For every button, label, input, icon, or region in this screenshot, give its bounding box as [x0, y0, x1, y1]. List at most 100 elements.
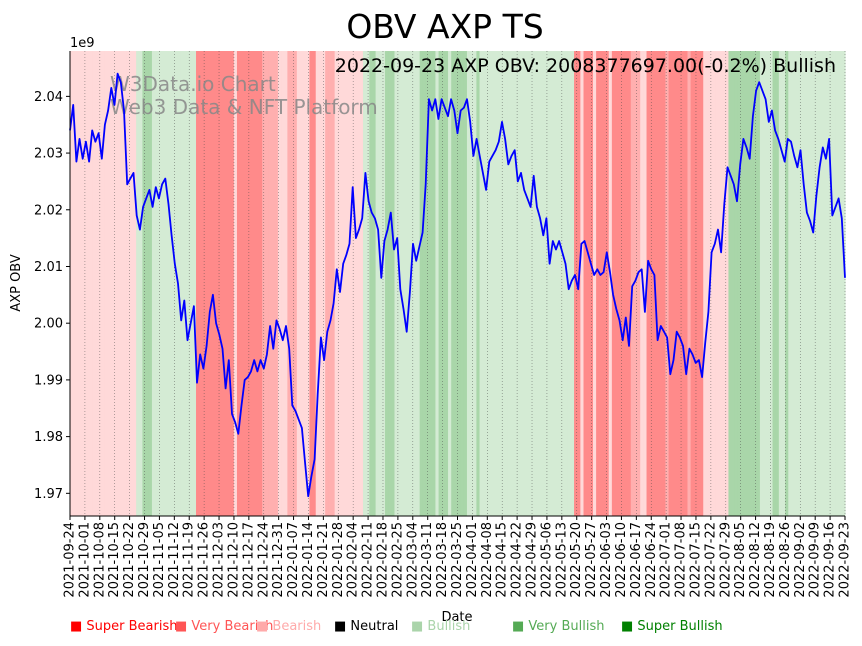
regime-band — [107, 51, 112, 516]
x-tick-label: 2021-10-15 — [107, 522, 122, 598]
x-tick-label: 2022-01-07 — [286, 522, 301, 598]
regime-band — [296, 51, 301, 516]
regime-band — [155, 51, 159, 516]
regime-band — [281, 51, 285, 516]
regime-band — [413, 51, 418, 516]
regime-band — [485, 51, 490, 516]
regime-band — [602, 51, 607, 516]
regime-band — [744, 51, 748, 516]
y-tick-label: 2.04 — [34, 90, 63, 105]
regime-band — [514, 51, 518, 516]
regime-band — [262, 51, 266, 516]
legend-item: ■ Super Bullish — [621, 619, 723, 634]
regime-band — [473, 51, 478, 516]
regime-band — [561, 51, 566, 516]
legend-item: ■ Very Bullish — [512, 619, 605, 634]
x-tick-label: 2021-12-03 — [212, 522, 227, 598]
regime-band — [227, 51, 232, 516]
regime-band — [366, 51, 370, 516]
regime-band — [394, 51, 399, 516]
regime-band — [545, 51, 550, 516]
regime-band — [429, 51, 433, 516]
x-tick-label: 2022-06-03 — [599, 522, 614, 598]
regime-band — [592, 51, 597, 516]
x-tick-label: 2022-02-04 — [346, 522, 361, 598]
regime-band — [659, 51, 663, 516]
regime-band — [706, 51, 711, 516]
regime-band — [114, 51, 118, 516]
regime-band — [133, 51, 137, 516]
x-tick-label: 2022-06-17 — [629, 522, 644, 598]
regime-band — [819, 51, 824, 516]
regime-band — [425, 51, 430, 516]
regime-band — [170, 51, 175, 516]
regime-band — [797, 51, 802, 516]
regime-band — [252, 51, 257, 516]
regime-band — [306, 51, 311, 516]
y-axis-label: AXP OBV — [9, 254, 24, 312]
regime-band — [548, 51, 553, 516]
legend-item: ■ Neutral — [334, 619, 399, 634]
regime-band — [359, 51, 364, 516]
regime-band — [76, 51, 81, 516]
regime-band — [407, 51, 411, 516]
regime-band — [665, 51, 670, 516]
regime-band — [82, 51, 87, 516]
x-tick-label: 2022-02-18 — [375, 522, 390, 598]
regime-band — [608, 51, 613, 516]
regime-band — [243, 51, 248, 516]
regime-band — [284, 51, 288, 516]
regime-band — [759, 51, 764, 516]
regime-band — [151, 51, 156, 516]
regime-band — [466, 51, 471, 516]
regime-band — [230, 51, 235, 516]
regime-band — [347, 51, 351, 516]
regime-band — [189, 51, 194, 516]
regime-band — [775, 51, 780, 516]
regime-band — [268, 51, 273, 516]
regime-band — [741, 51, 745, 516]
x-tick-label: 2022-09-16 — [823, 522, 838, 598]
regime-band — [381, 51, 386, 516]
regime-band — [728, 51, 733, 516]
regime-band — [173, 51, 178, 516]
regime-band — [422, 51, 427, 516]
y-tick-label: 2.01 — [34, 260, 63, 275]
regime-band — [410, 51, 414, 516]
regime-band — [794, 51, 799, 516]
x-tick-label: 2022-05-27 — [584, 522, 599, 598]
regime-band — [586, 51, 591, 516]
regime-band — [224, 51, 229, 516]
x-tick-label: 2021-11-19 — [182, 522, 197, 598]
regime-band — [791, 51, 796, 516]
y-tick-label: 2.00 — [34, 317, 63, 332]
x-tick-label: 2022-04-01 — [465, 522, 480, 598]
regime-band — [788, 51, 793, 516]
regime-band — [829, 51, 833, 516]
regime-band — [444, 51, 449, 516]
x-tick-label: 2022-09-02 — [793, 522, 808, 598]
regime-band — [271, 51, 276, 516]
regime-band — [615, 51, 619, 516]
regime-band — [416, 51, 421, 516]
regime-band — [495, 51, 500, 516]
regime-band — [451, 51, 455, 516]
regime-band — [681, 51, 685, 516]
regime-band — [507, 51, 512, 516]
regime-band — [517, 51, 522, 516]
regime-band — [539, 51, 544, 516]
regime-band — [596, 51, 600, 516]
x-tick-label: 2021-10-01 — [77, 522, 92, 598]
x-tick-label: 2022-05-06 — [539, 522, 554, 598]
x-tick-label: 2021-11-05 — [152, 522, 167, 598]
x-tick-label: 2021-12-31 — [271, 522, 286, 598]
regime-band — [750, 51, 755, 516]
regime-band — [441, 51, 446, 516]
regime-band — [674, 51, 679, 516]
regime-band — [772, 51, 777, 516]
regime-band — [630, 51, 635, 516]
regime-band — [649, 51, 654, 516]
regime-band — [95, 51, 99, 516]
regime-band — [403, 51, 408, 516]
